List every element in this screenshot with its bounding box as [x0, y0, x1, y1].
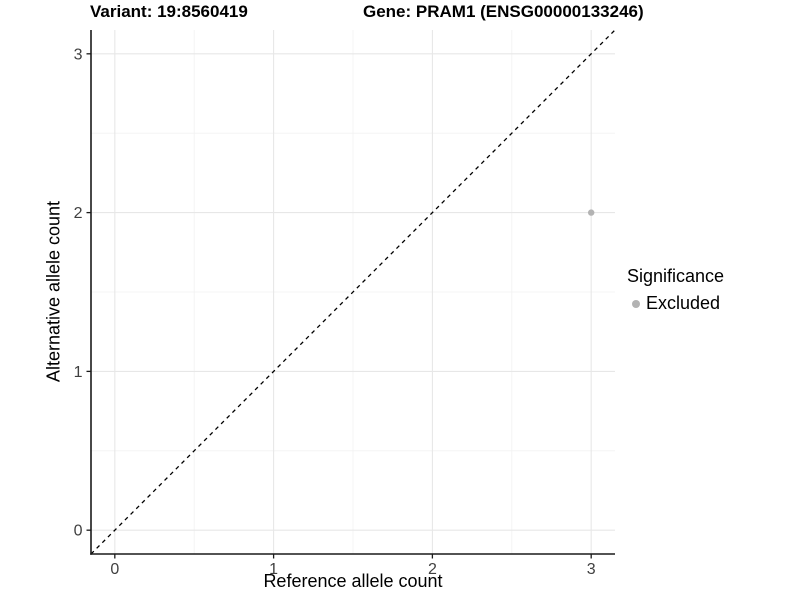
- legend-title: Significance: [627, 266, 725, 286]
- legend-item-label: Excluded: [646, 293, 721, 313]
- legend-item-excluded: Excluded: [627, 293, 724, 314]
- x-tick-label: 0: [110, 561, 119, 578]
- x-tick-label: 3: [587, 561, 596, 578]
- y-tick-label: 3: [74, 46, 83, 63]
- x-axis-title: Reference allele count: [263, 571, 443, 591]
- legend-point-icon: [632, 299, 640, 308]
- y-tick-label: 1: [74, 364, 83, 381]
- y-tick-label: 2: [74, 205, 83, 222]
- data-point: [587, 209, 595, 216]
- x-tick-label: 2: [428, 561, 437, 578]
- identity-line: [90, 29, 616, 555]
- legend: Significance Excluded: [627, 266, 724, 314]
- y-axis-title: Alternative allele count: [43, 200, 64, 383]
- x-tick-label: 1: [269, 561, 278, 578]
- plot-title-variant: Variant: 19:8560419: [90, 2, 248, 21]
- y-tick-label: 0: [74, 523, 83, 540]
- plot-title-gene: Gene: PRAM1 (ENSG00000133246): [363, 2, 644, 21]
